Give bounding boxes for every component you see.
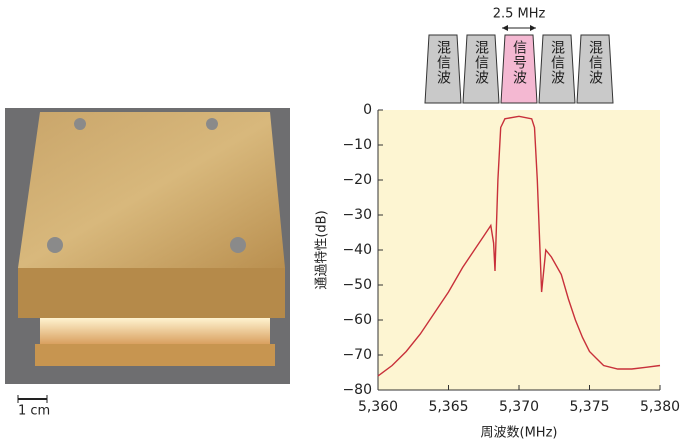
y-tick-label: −70 xyxy=(342,347,372,363)
channel-box xyxy=(424,34,462,104)
x-tick-label: 5,375 xyxy=(569,399,609,415)
y-tick-label: −50 xyxy=(342,277,372,293)
channel-box xyxy=(576,34,614,104)
channel-label: 混信波 xyxy=(435,40,451,85)
photo: 1 cm xyxy=(5,108,290,419)
y-tick-label: −20 xyxy=(342,172,372,188)
y-tick-label: −30 xyxy=(342,207,372,223)
y-tick-label: −10 xyxy=(342,137,372,153)
x-axis-label: 周波数(MHz) xyxy=(481,426,558,441)
x-tick-label: 5,370 xyxy=(499,399,539,415)
channel-label: 混信波 xyxy=(473,40,489,85)
scale-label: 1 cm xyxy=(18,404,50,419)
channel-label: 混信波 xyxy=(549,40,565,85)
annotation: 2.5 MHz xyxy=(493,7,546,22)
y-tick-label: −40 xyxy=(342,242,372,258)
channel-label: 信号波 xyxy=(511,40,527,85)
plot-background xyxy=(378,110,660,390)
y-tick-label: 0 xyxy=(363,102,372,118)
y-tick-label: −80 xyxy=(342,382,372,398)
y-axis-label: 通過特性(dB) xyxy=(315,210,330,289)
channel-box xyxy=(500,34,538,104)
chart: 0 −10 −20 −30 −40 −50 −60 −70 −805,360 5,365 5,370… xyxy=(315,7,681,441)
channel-box xyxy=(462,34,500,104)
x-tick-label: 5,380 xyxy=(640,399,680,415)
series-line xyxy=(377,115,661,377)
x-tick-label: 5,365 xyxy=(428,399,468,415)
y-tick-label: −60 xyxy=(342,312,372,328)
channel-box xyxy=(538,34,576,104)
x-tick-label: 5,360 xyxy=(358,399,398,415)
channel-label: 混信波 xyxy=(587,40,603,85)
